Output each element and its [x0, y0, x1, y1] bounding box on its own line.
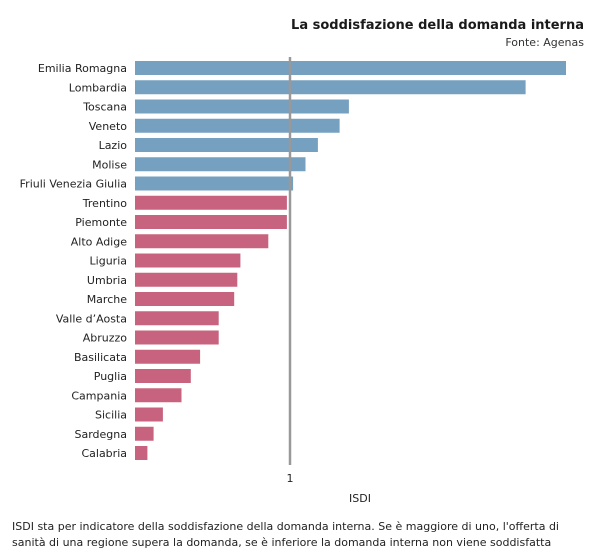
category-label-5: Molise [92, 158, 127, 171]
category-label-9: Alto Adige [71, 235, 127, 248]
category-labels-group: Emilia Romagna Lombardia Toscana Veneto Lazi… [20, 62, 128, 460]
bar-7 [135, 195, 287, 210]
bar-9 [135, 234, 269, 249]
bar-1 [135, 80, 526, 95]
bar-0 [135, 61, 566, 75]
category-label-10: Liguria [90, 255, 127, 268]
category-label-16: Puglia [94, 370, 127, 383]
category-label-4: Lazio [99, 139, 128, 152]
bar-19 [135, 426, 154, 441]
x-ticks-group: 1 [287, 472, 294, 485]
category-label-8: Piemonte [75, 216, 127, 229]
bars-group [135, 61, 566, 460]
bar-8 [135, 215, 287, 229]
bar-chart: Emilia Romagna Lombardia Toscana Veneto Lazi… [20, 57, 566, 505]
x-axis-label: ISDI [349, 492, 371, 505]
category-label-20: Calabria [81, 447, 127, 460]
bar-20 [135, 446, 148, 460]
category-label-19: Sardegna [75, 428, 128, 441]
category-label-15: Basilicata [74, 351, 127, 364]
bar-14 [135, 330, 219, 345]
x-tick-label-0: 1 [287, 472, 294, 485]
bar-3 [135, 118, 340, 133]
chart-title: La soddisfazione della domanda interna [291, 18, 584, 33]
category-label-12: Marche [87, 293, 128, 306]
bar-5 [135, 157, 306, 172]
bar-10 [135, 253, 241, 268]
footnote: ISDI sta per indicatore della soddisfazi… [12, 520, 559, 549]
category-label-14: Abruzzo [83, 332, 128, 345]
bar-17 [135, 388, 182, 403]
bar-6 [135, 176, 294, 191]
bar-18 [135, 407, 163, 422]
bar-15 [135, 349, 201, 364]
category-label-0: Emilia Romagna [38, 62, 127, 75]
category-label-13: Valle d’Aosta [56, 312, 127, 325]
bar-12 [135, 292, 235, 306]
category-label-18: Sicilia [95, 409, 127, 422]
bar-16 [135, 369, 191, 383]
category-label-1: Lombardia [69, 81, 127, 94]
category-label-2: Toscana [82, 101, 127, 114]
chart-subtitle: Fonte: Agenas [505, 36, 584, 49]
bar-13 [135, 311, 219, 326]
category-label-7: Trentino [82, 197, 127, 210]
category-label-11: Umbria [87, 274, 127, 287]
category-label-17: Campania [71, 389, 127, 402]
category-label-3: Veneto [89, 120, 127, 133]
bar-4 [135, 138, 318, 152]
bar-2 [135, 99, 349, 114]
category-label-6: Friuli Venezia Giulia [20, 178, 127, 191]
bar-11 [135, 272, 238, 287]
